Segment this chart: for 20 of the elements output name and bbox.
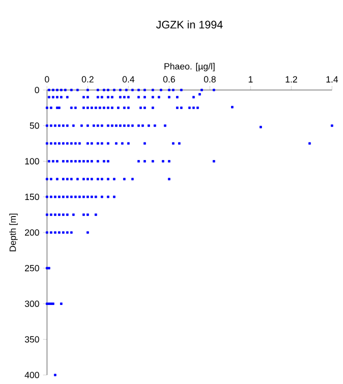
chart-title: JGZK in 1994: [156, 20, 223, 29]
y-tick-label: 350: [24, 336, 40, 343]
x-tick-label: 1: [248, 76, 253, 82]
x-tick-label: 0.6: [163, 76, 175, 82]
y-tick-label: 0: [34, 86, 40, 94]
y-tick-label: 150: [25, 194, 40, 200]
x-axis-title: Phaeo. [µg/l]: [164, 62, 215, 72]
y-tick-label: 250: [24, 264, 40, 272]
x-tick-label: 1.2: [286, 76, 298, 82]
y-tick-label: 300: [24, 300, 40, 307]
y-axis-title: Depth [m]: [9, 214, 18, 252]
x-tick-label: 0: [44, 76, 50, 82]
y-tick-label: 100: [25, 158, 40, 164]
y-tick-label: 50: [30, 122, 40, 129]
y-tick-label: 200: [24, 229, 40, 236]
y-tick-label: 400: [24, 372, 40, 378]
x-tick-label: 0.2: [82, 76, 94, 82]
x-tick-label: 1.4: [326, 76, 338, 82]
x-tick-label: 0.8: [204, 76, 216, 82]
x-tick-label: 0.4: [122, 76, 134, 82]
